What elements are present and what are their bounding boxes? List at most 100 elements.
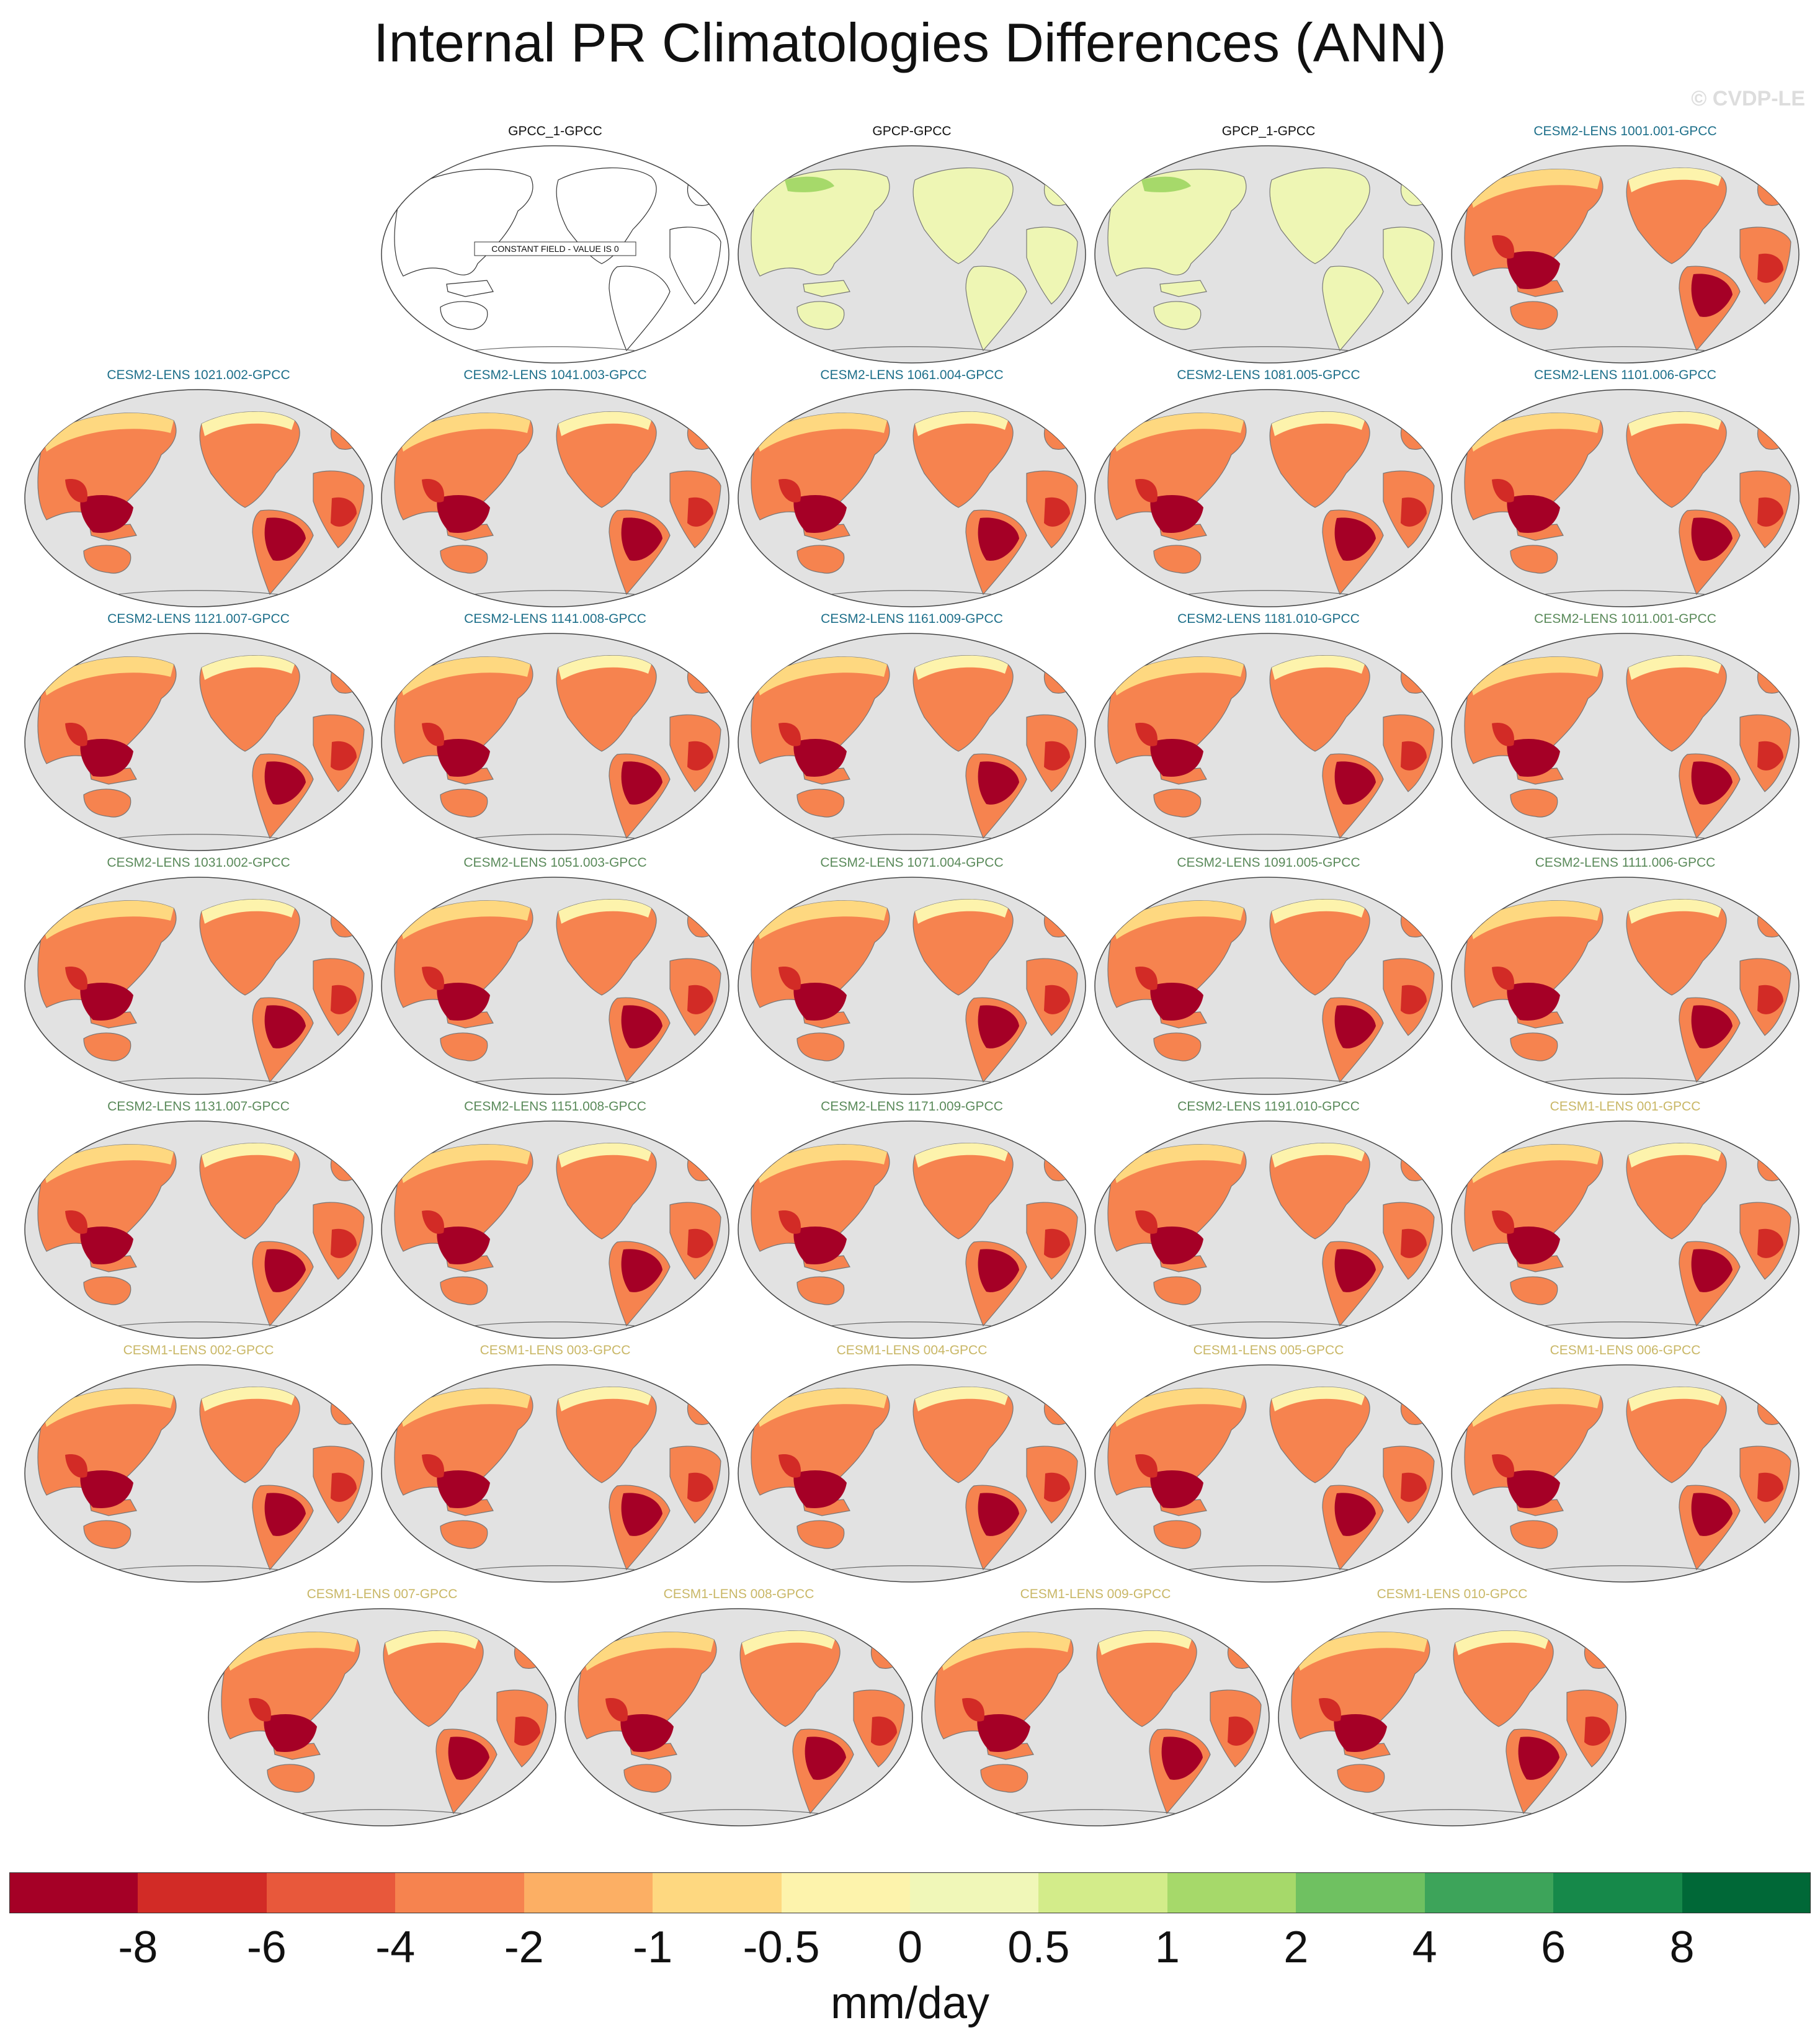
antarctic-coast: [1522, 1078, 1728, 1086]
landmass-highlat: [43, 1388, 174, 1427]
landmass-europe: [1227, 1643, 1262, 1669]
core-amazon: [1334, 517, 1376, 561]
landmass-arctic: [742, 1630, 835, 1655]
panel-title: CESM2-LENS 1081.005-GPCC: [1177, 368, 1360, 382]
map-panel: CESM2-LENS 1011.001-GPCC: [1448, 612, 1802, 854]
core-seasia: [793, 1470, 847, 1508]
map-panel: CESM2-LENS 1111.006-GPCC: [1448, 856, 1802, 1097]
map-plot: [24, 877, 373, 1095]
antarctic-coast: [1166, 346, 1372, 354]
core-india: [962, 1698, 984, 1722]
map-plot: [921, 1608, 1270, 1826]
colorbar-cell: [9, 1872, 138, 1913]
landmass-highlat: [1470, 656, 1600, 695]
core-amazon: [264, 517, 306, 561]
landmass-aus: [1510, 301, 1558, 330]
panel-title: CESM2-LENS 1121.007-GPCC: [107, 612, 290, 626]
map-plot: [1094, 145, 1443, 364]
landmass-highlat: [1113, 413, 1244, 452]
colorbar-tick-label: 0: [897, 1923, 923, 1972]
landmass-highlat: [1297, 1632, 1427, 1671]
core-seasia: [437, 1227, 490, 1264]
landmass-europe: [1043, 912, 1078, 937]
core-amazon: [621, 761, 662, 805]
map-panel: CESM2-LENS 1071.004-GPCC: [735, 856, 1089, 1097]
core-seasia: [1150, 983, 1203, 1021]
core-afr: [1401, 1472, 1427, 1502]
landmass-aus: [980, 1764, 1028, 1793]
figure-title: Internal PR Climatologies Differences (A…: [373, 12, 1447, 73]
map-plot: [1451, 877, 1800, 1095]
landmass-europe: [1757, 1156, 1791, 1181]
map-panel: CESM1-LENS 001-GPCC: [1448, 1099, 1802, 1341]
landmass-europe: [1043, 668, 1078, 694]
core-amazon: [264, 761, 306, 805]
map-panel: CESM2-LENS 1121.007-GPCC: [22, 612, 375, 854]
landmass-europe: [687, 1156, 721, 1181]
landmass-aus: [1510, 1032, 1558, 1061]
panel-title: CESM2-LENS 1161.009-GPCC: [821, 612, 1003, 626]
colorbar-cell: [1296, 1872, 1425, 1913]
landmass-arctic: [1272, 1143, 1365, 1168]
landmass-arctic: [558, 899, 651, 924]
landmass-indo: [1159, 280, 1207, 297]
antarctic-coast: [96, 1565, 301, 1573]
core-amazon: [621, 1005, 662, 1048]
landmass-highlat: [400, 413, 530, 452]
core-afr: [1228, 1716, 1254, 1746]
core-afr: [1401, 1228, 1427, 1258]
landmass-arctic: [385, 1630, 478, 1655]
core-india: [778, 1210, 801, 1234]
core-afr: [1401, 985, 1427, 1014]
landmass-europe: [687, 668, 721, 694]
landmass-namer: [912, 167, 1014, 264]
antarctic-coast: [809, 346, 1015, 354]
core-amazon: [1691, 1493, 1733, 1536]
core-india: [1492, 1454, 1514, 1478]
landmass-europe: [1043, 1400, 1078, 1425]
landmass-arctic: [915, 1387, 1008, 1411]
landmass-arctic: [202, 411, 295, 436]
map-panel: GPCP-GPCC: [735, 124, 1089, 366]
map-plot: [1451, 145, 1800, 364]
landmass-highlat: [1113, 1144, 1244, 1183]
panel-title: CESM2-LENS 1141.008-GPCC: [464, 612, 646, 626]
landmass-aus: [440, 1520, 488, 1549]
landmass-asia: [1107, 169, 1247, 277]
landmass-aus: [1510, 1520, 1558, 1549]
core-india: [1492, 723, 1514, 746]
core-india: [778, 1454, 801, 1478]
landmass-highlat: [757, 1144, 887, 1183]
map-panel: CESM2-LENS 1021.002-GPCC: [22, 368, 375, 610]
panel-title: CESM2-LENS 1031.002-GPCC: [107, 856, 290, 870]
core-india: [65, 723, 87, 746]
core-india: [1135, 1210, 1158, 1234]
map-plot: [24, 1120, 373, 1339]
core-india: [778, 479, 801, 503]
core-afr: [687, 1228, 713, 1258]
landmass-europe: [687, 912, 721, 937]
map-plot: [381, 1364, 729, 1583]
core-amazon: [1518, 1736, 1559, 1780]
map-plot: [381, 1120, 729, 1339]
core-afr: [1757, 985, 1783, 1014]
landmass-highlat: [400, 900, 530, 939]
landmass-aus: [1153, 545, 1202, 574]
panel-title: CESM1-LENS 001-GPCC: [1550, 1099, 1701, 1114]
colorbar-cell: [395, 1872, 525, 1913]
landmass-aus: [1153, 301, 1202, 330]
map-panel: CESM2-LENS 1091.005-GPCC: [1092, 856, 1445, 1097]
landmass-highlat: [1470, 1388, 1600, 1427]
map-panel: CESM2-LENS 1131.007-GPCC: [22, 1099, 375, 1341]
landmass-arctic: [1099, 1630, 1192, 1655]
landmass-arctic: [915, 1143, 1008, 1168]
core-amazon: [978, 761, 1019, 805]
antarctic-coast: [1522, 1565, 1728, 1573]
map-panel: CESM2-LENS 1171.009-GPCC: [735, 1099, 1089, 1341]
core-afr: [1401, 741, 1427, 771]
map-plot: [738, 389, 1086, 607]
map-plot: [1094, 877, 1443, 1095]
core-afr: [1044, 985, 1070, 1014]
antarctic-coast: [96, 590, 301, 598]
colorbar-cell: [1553, 1872, 1683, 1913]
